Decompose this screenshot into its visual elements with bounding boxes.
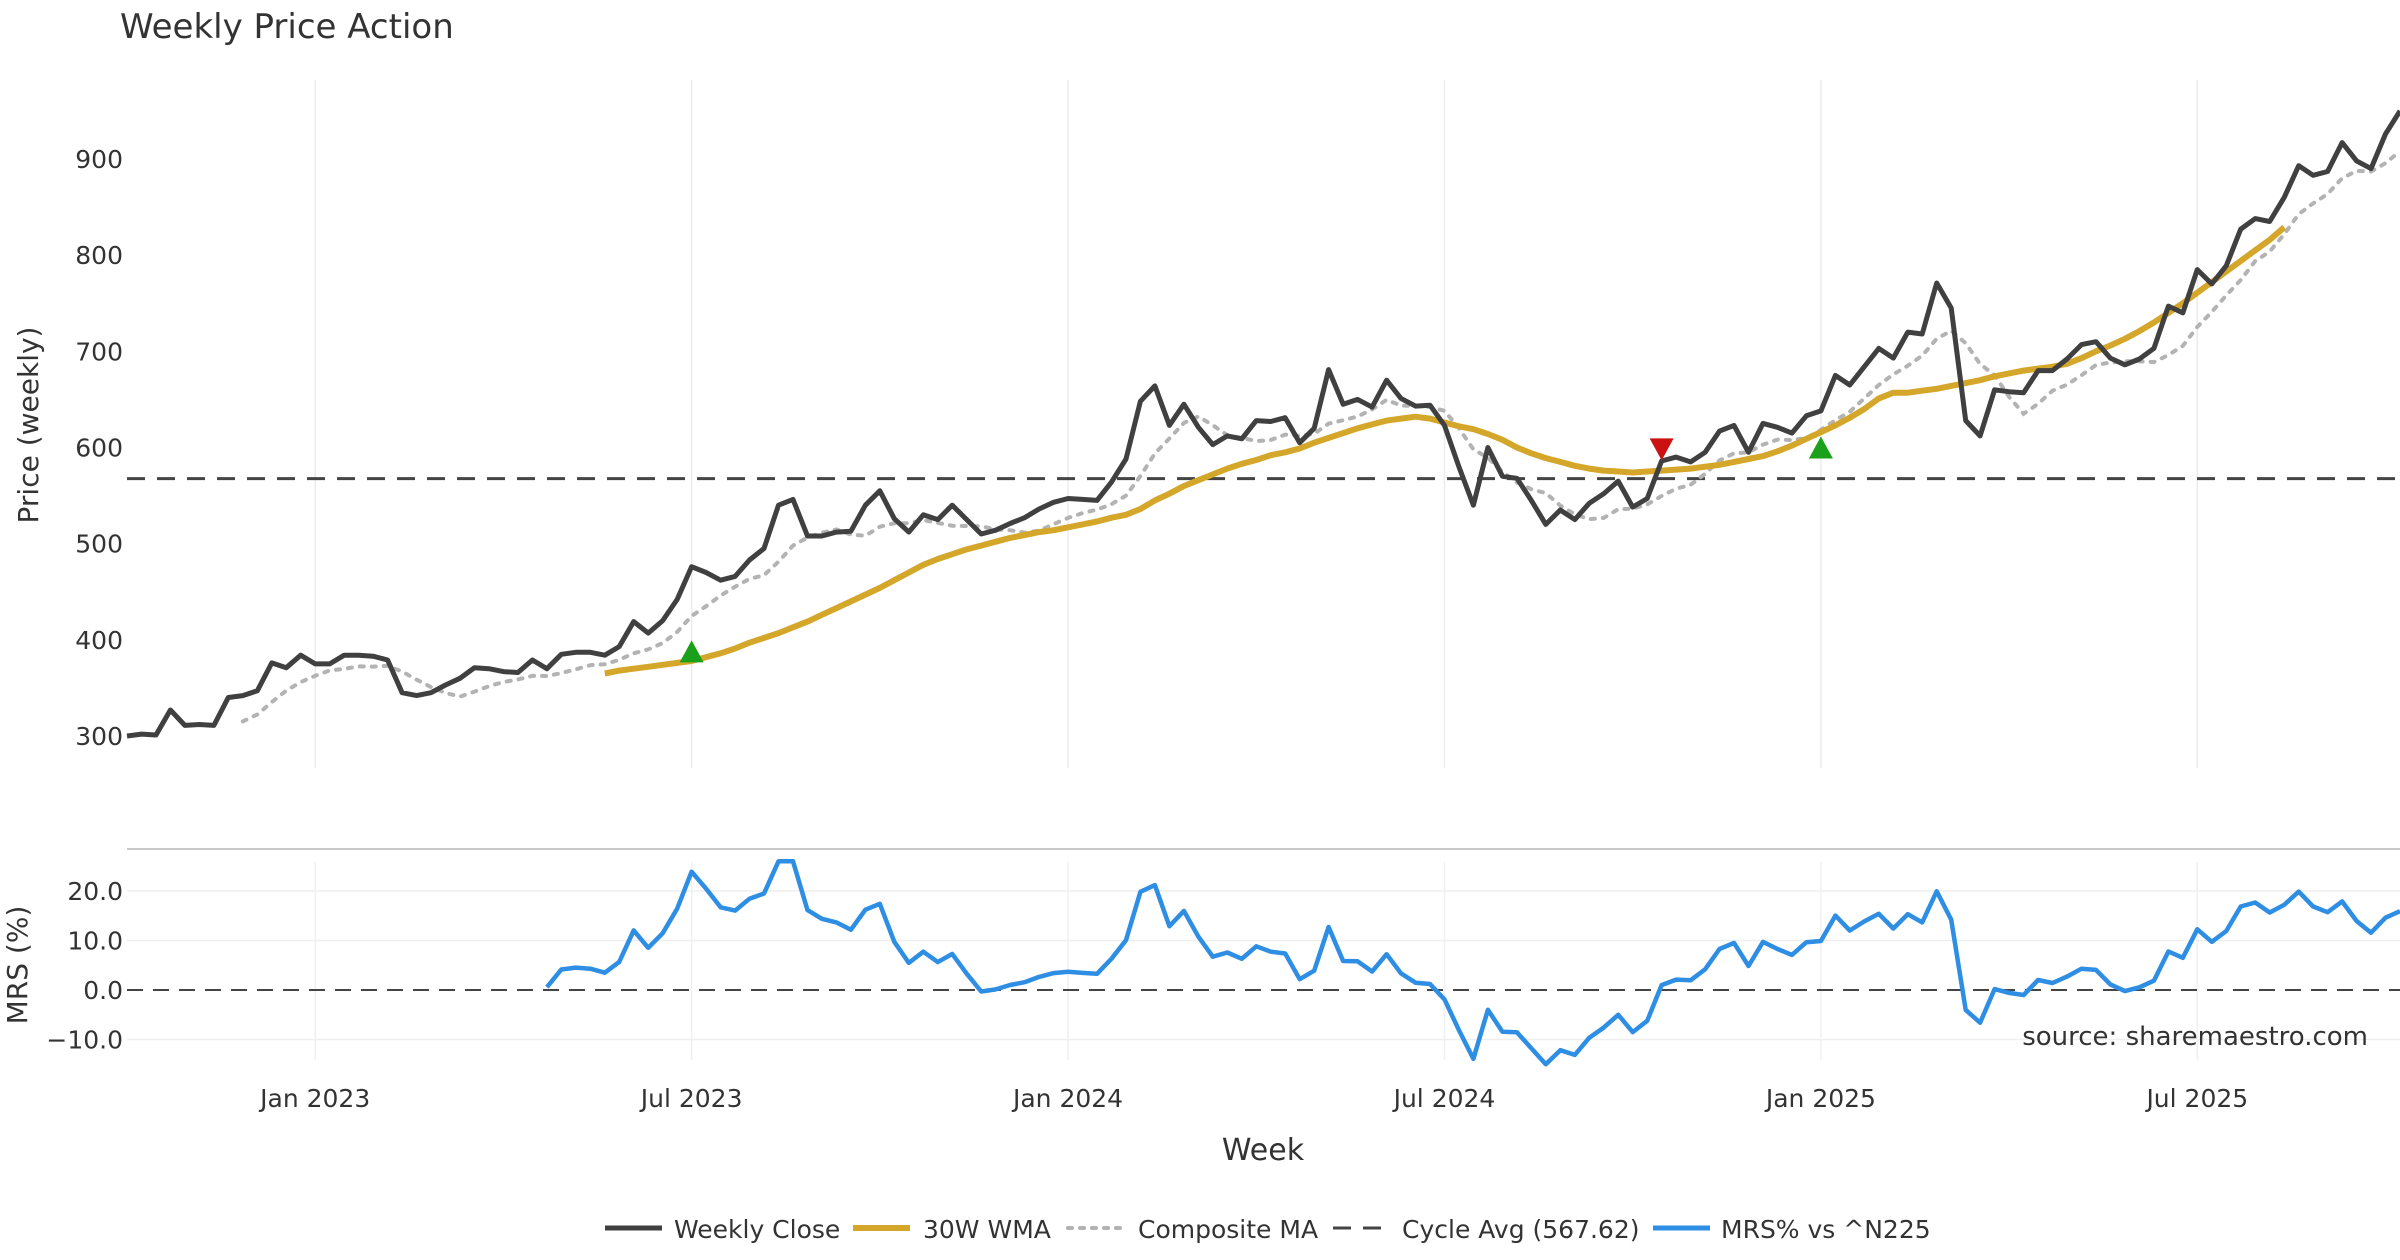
sell-signal-marker [1649, 438, 1674, 461]
mrs-gridlines [127, 862, 2400, 1060]
x-tick-label: Jan 2024 [1011, 1084, 1123, 1113]
legend-composite-label: Composite MA [1138, 1215, 1318, 1244]
mrs-y-tick-label: 20.0 [67, 877, 123, 906]
mrs-y-tick-label: −10.0 [46, 1026, 123, 1055]
price-y-tick-label: 400 [75, 626, 123, 655]
x-tick-label: Jul 2023 [639, 1084, 743, 1113]
mrs-y-tick-label: 10.0 [67, 927, 123, 956]
price-y-tick-label: 800 [75, 241, 123, 270]
source-note: source: sharemaestro.com [2022, 1022, 2368, 1052]
x-axis-label: Week [1222, 1133, 1305, 1168]
buy-signal-marker [679, 640, 704, 663]
price-y-tick-label: 700 [75, 337, 123, 366]
composite-ma-series [240, 149, 2400, 724]
price-y-tick-label: 300 [75, 722, 123, 751]
mrs-y-tick-label: 0.0 [83, 976, 123, 1005]
buy-signal-marker [1808, 436, 1833, 459]
legend: Weekly Close 30W WMA Composite MA Cycle … [605, 1215, 1931, 1244]
x-tick-label: Jul 2024 [1392, 1084, 1496, 1113]
weekly-close-series [126, 109, 2400, 739]
price-y-ticks: 300 400 500 600 700 800 900 [75, 145, 123, 751]
price-gridlines [314, 80, 2199, 768]
chart-title: Weekly Price Action [120, 7, 454, 47]
x-tick-label: Jul 2025 [2144, 1084, 2248, 1113]
price-y-tick-label: 500 [75, 530, 123, 559]
legend-close-label: Weekly Close [674, 1215, 840, 1244]
price-y-tick-label: 600 [75, 433, 123, 462]
signal-markers [679, 436, 1833, 663]
mrs-series [545, 859, 2400, 1067]
x-tick-label: Jan 2025 [1764, 1084, 1876, 1113]
price-y-axis-label: Price (weekly) [12, 327, 45, 524]
legend-mrs-label: MRS% vs ^N225 [1721, 1215, 1931, 1244]
mrs-y-axis-label: MRS (%) [1, 906, 34, 1025]
x-axis-ticks: Jan 2023 Jul 2023 Jan 2024 Jul 2024 Jan 2025… [258, 1084, 2248, 1113]
legend-cycle-label: Cycle Avg (567.62) [1402, 1215, 1640, 1244]
mrs-y-ticks: 20.0 10.0 0.0 −10.0 [46, 877, 123, 1055]
x-tick-label: Jan 2023 [258, 1084, 370, 1113]
price-y-tick-label: 900 [75, 145, 123, 174]
legend-wma-label: 30W WMA [923, 1215, 1051, 1244]
